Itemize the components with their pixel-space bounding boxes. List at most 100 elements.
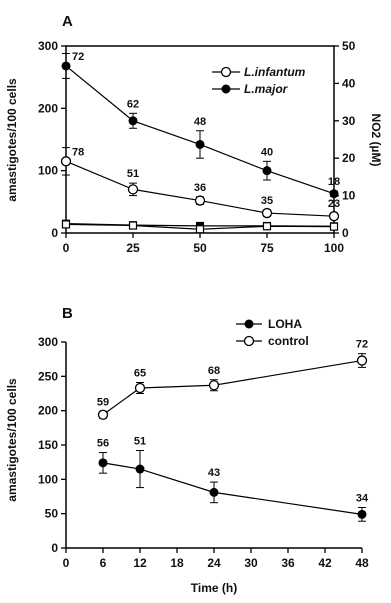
- data-point: [135, 464, 145, 474]
- data-label: 51: [127, 168, 139, 180]
- panel-b-x-ticks: 0 6 12 18 24 30 36 42 48: [63, 548, 369, 570]
- data-point: [356, 355, 368, 366]
- y-tick-label: 0: [51, 226, 58, 240]
- y-tick-label: 200: [38, 101, 58, 115]
- data-point: [329, 222, 339, 231]
- legend-label-control: control: [268, 334, 309, 348]
- data-point: [329, 189, 339, 199]
- series-line-1: [65, 65, 335, 195]
- y-tick-label: 100: [38, 164, 58, 178]
- y2-tick-label: 10: [342, 189, 356, 203]
- data-label: 56: [97, 438, 109, 450]
- panel-a-legend: L.infantum L.major: [212, 65, 306, 96]
- legend-label-l-infantum: L.infantum: [244, 65, 306, 79]
- data-point: [134, 382, 146, 394]
- legend-filled-circle-marker: [244, 319, 254, 329]
- legend-label-l-major: L.major: [244, 82, 289, 96]
- panel-b-series: 56 51 43 34 59 65 68 72: [97, 339, 369, 522]
- legend-filled-circle-marker: [221, 84, 231, 94]
- y-tick-label: 100: [38, 472, 58, 486]
- data-point: [61, 61, 71, 71]
- data-label: 18: [328, 176, 340, 188]
- x-tick-label: 6: [100, 556, 107, 570]
- panel-b-y-ticks: 0 50 100 150 200 250 300: [38, 335, 66, 555]
- data-point: [195, 139, 205, 149]
- data-point: [194, 195, 206, 206]
- legend-label-loha: LOHA: [268, 317, 302, 331]
- panel-a-letter: A: [62, 13, 73, 30]
- data-point: [98, 458, 108, 468]
- data-point: [208, 380, 220, 391]
- panel-a-y2-ticks: 0 10 20 30 40 50: [334, 39, 356, 240]
- data-label: 72: [356, 339, 368, 351]
- data-label: 34: [356, 492, 369, 504]
- panel-b: B 0 6 12 18 24 30 36 42 48 0 50 100 150 200 250 300 am…: [5, 305, 369, 595]
- y-tick-label: 50: [45, 507, 59, 521]
- x-tick-label: 100: [324, 241, 344, 255]
- data-label: 23: [328, 198, 340, 210]
- x-tick-label: 25: [126, 241, 140, 255]
- data-point: [262, 166, 272, 176]
- data-point: [357, 509, 367, 519]
- panel-a-series: 78 51 36 35 23 72 62 48 40 18: [60, 51, 340, 234]
- x-tick-label: 12: [133, 556, 147, 570]
- panel-a-y-ticks: 0 100 200 300: [38, 39, 66, 240]
- data-point: [209, 487, 219, 497]
- y-tick-label: 300: [38, 39, 58, 53]
- panel-b-y-axis-label: amastigotes/100 cells: [5, 378, 19, 502]
- data-label: 78: [72, 146, 84, 158]
- y2-tick-label: 0: [342, 226, 349, 240]
- panel-b-legend: LOHA control: [236, 317, 309, 348]
- x-tick-label: 0: [63, 241, 70, 255]
- panel-b-x-axis-label: Time (h): [191, 581, 237, 595]
- data-label: 35: [261, 195, 273, 207]
- x-tick-label: 18: [170, 556, 184, 570]
- data-label: 68: [208, 365, 220, 377]
- data-label: 36: [194, 182, 206, 194]
- data-point: [128, 221, 138, 230]
- y-tick-label: 150: [38, 438, 58, 452]
- data-label: 72: [72, 51, 84, 63]
- data-point: [262, 222, 272, 231]
- x-tick-label: 36: [281, 556, 295, 570]
- data-label: 65: [134, 368, 146, 380]
- data-point: [61, 220, 71, 229]
- data-label: 59: [97, 396, 109, 408]
- panel-a-y2-axis-label: NO2 (µM): [369, 114, 383, 167]
- data-point: [97, 409, 109, 420]
- data-point: [195, 225, 205, 234]
- y2-tick-label: 30: [342, 114, 356, 128]
- panel-b-letter: B: [62, 305, 73, 322]
- y2-tick-label: 20: [342, 151, 356, 165]
- data-point: [127, 184, 139, 195]
- y2-tick-label: 40: [342, 76, 356, 90]
- x-tick-label: 0: [63, 556, 70, 570]
- data-label: 48: [194, 116, 206, 128]
- data-point: [261, 207, 273, 219]
- series-line-0: [102, 462, 363, 515]
- y-tick-label: 250: [38, 369, 58, 383]
- panel-a-x-ticks: 0 25 50 75 100: [63, 233, 344, 255]
- data-point: [328, 211, 340, 222]
- data-label: 43: [208, 467, 220, 479]
- x-tick-label: 50: [193, 241, 207, 255]
- y-tick-label: 300: [38, 335, 58, 349]
- x-tick-label: 30: [244, 556, 258, 570]
- x-tick-label: 75: [260, 241, 274, 255]
- data-point: [60, 156, 72, 167]
- y-tick-label: 200: [38, 404, 58, 418]
- data-point: [128, 116, 138, 126]
- x-tick-label: 24: [207, 556, 221, 570]
- data-label: 40: [261, 146, 273, 158]
- data-label: 62: [127, 98, 139, 110]
- legend-open-circle-marker: [220, 66, 232, 78]
- panel-a-y-axis-label: amastigotes/100 cells: [5, 78, 19, 202]
- series-line-1: [102, 359, 363, 416]
- x-tick-label: 42: [318, 556, 332, 570]
- data-label: 51: [134, 435, 146, 447]
- y-tick-label: 0: [51, 541, 58, 555]
- x-tick-label: 48: [355, 556, 369, 570]
- legend-open-circle-marker: [243, 335, 255, 347]
